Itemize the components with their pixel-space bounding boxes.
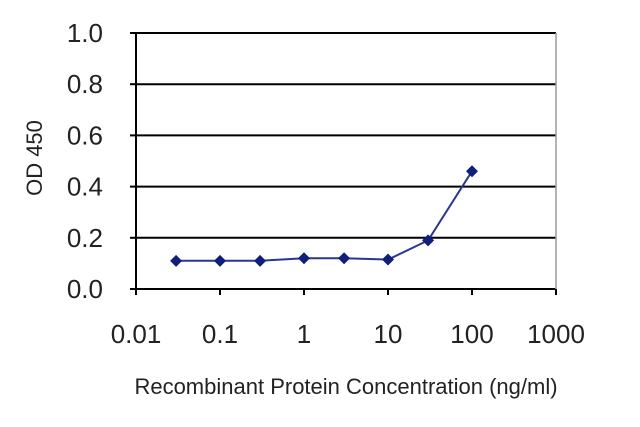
y-tick-label: 0.0 [67, 274, 103, 304]
y-tick-label: 0.6 [67, 120, 103, 150]
y-tick-label: 0.4 [67, 172, 103, 202]
x-tick-label: 10 [374, 319, 403, 349]
x-tick-label: 100 [450, 319, 493, 349]
y-tick-label: 0.2 [67, 223, 103, 253]
x-tick-label: 1 [297, 319, 311, 349]
data-point-marker [382, 253, 394, 266]
grid-lines [136, 32, 556, 239]
y-tick-label: 1.0 [67, 18, 103, 48]
x-tick-label: 0.01 [111, 319, 162, 349]
series-group [170, 165, 478, 267]
data-point-marker [254, 254, 267, 267]
data-point-marker [170, 254, 183, 267]
x-tick-labels: 0.01 0.1 1 10 100 1000 [111, 319, 585, 349]
y-tick-label: 0.8 [67, 69, 103, 99]
data-point-marker [214, 254, 226, 267]
x-axis-title: Recombinant Protein Concentration (ng/ml… [134, 374, 557, 399]
x-tick-label: 0.1 [202, 319, 238, 349]
data-point-marker [466, 165, 478, 178]
y-axis-title: OD 450 [22, 120, 47, 196]
data-point-marker [338, 252, 351, 265]
data-point-marker [298, 252, 310, 265]
x-tick-label: 1000 [527, 319, 585, 349]
axes [130, 32, 557, 295]
data-point-marker [422, 234, 435, 247]
y-tick-labels: 0.0 0.2 0.4 0.6 0.8 1.0 [67, 18, 103, 304]
series-line [176, 170, 473, 262]
plot-area [136, 33, 556, 289]
